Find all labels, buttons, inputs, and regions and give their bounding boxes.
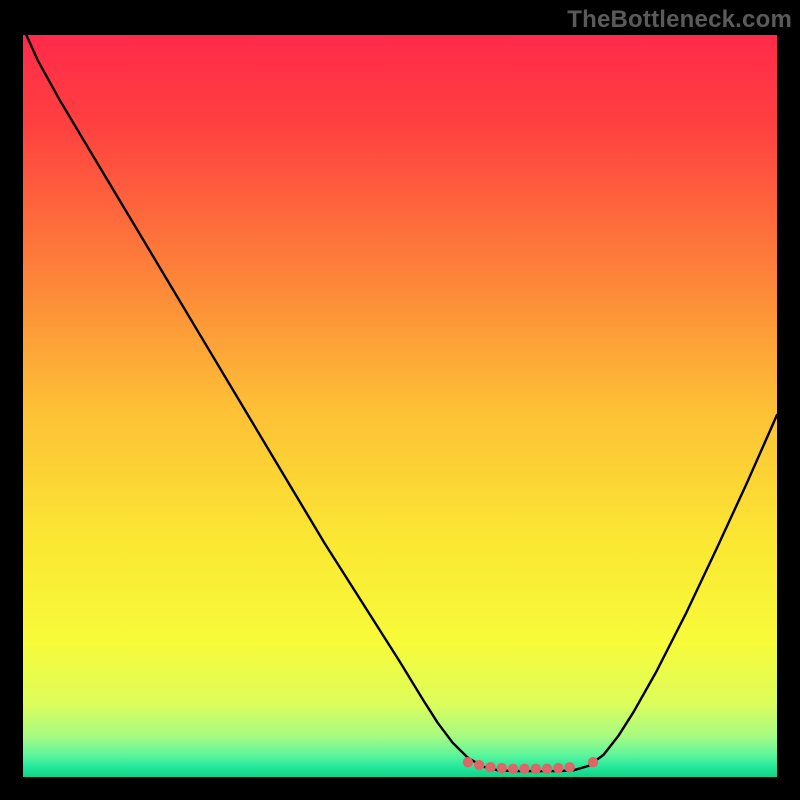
plot-svg — [23, 35, 777, 777]
marker-dot — [588, 757, 598, 767]
chart-frame: TheBottleneck.com — [0, 0, 800, 800]
marker-dot — [508, 764, 518, 774]
marker-dot — [531, 764, 541, 774]
marker-dot — [485, 762, 495, 772]
marker-dot — [497, 763, 507, 773]
marker-dot — [519, 764, 529, 774]
marker-dot — [474, 760, 484, 770]
marker-dot — [463, 757, 473, 767]
plot-area — [23, 35, 777, 777]
marker-dot — [542, 764, 552, 774]
watermark-text: TheBottleneck.com — [567, 6, 792, 34]
marker-dot — [553, 763, 563, 773]
marker-dot — [564, 762, 574, 772]
gradient-background — [23, 35, 777, 777]
